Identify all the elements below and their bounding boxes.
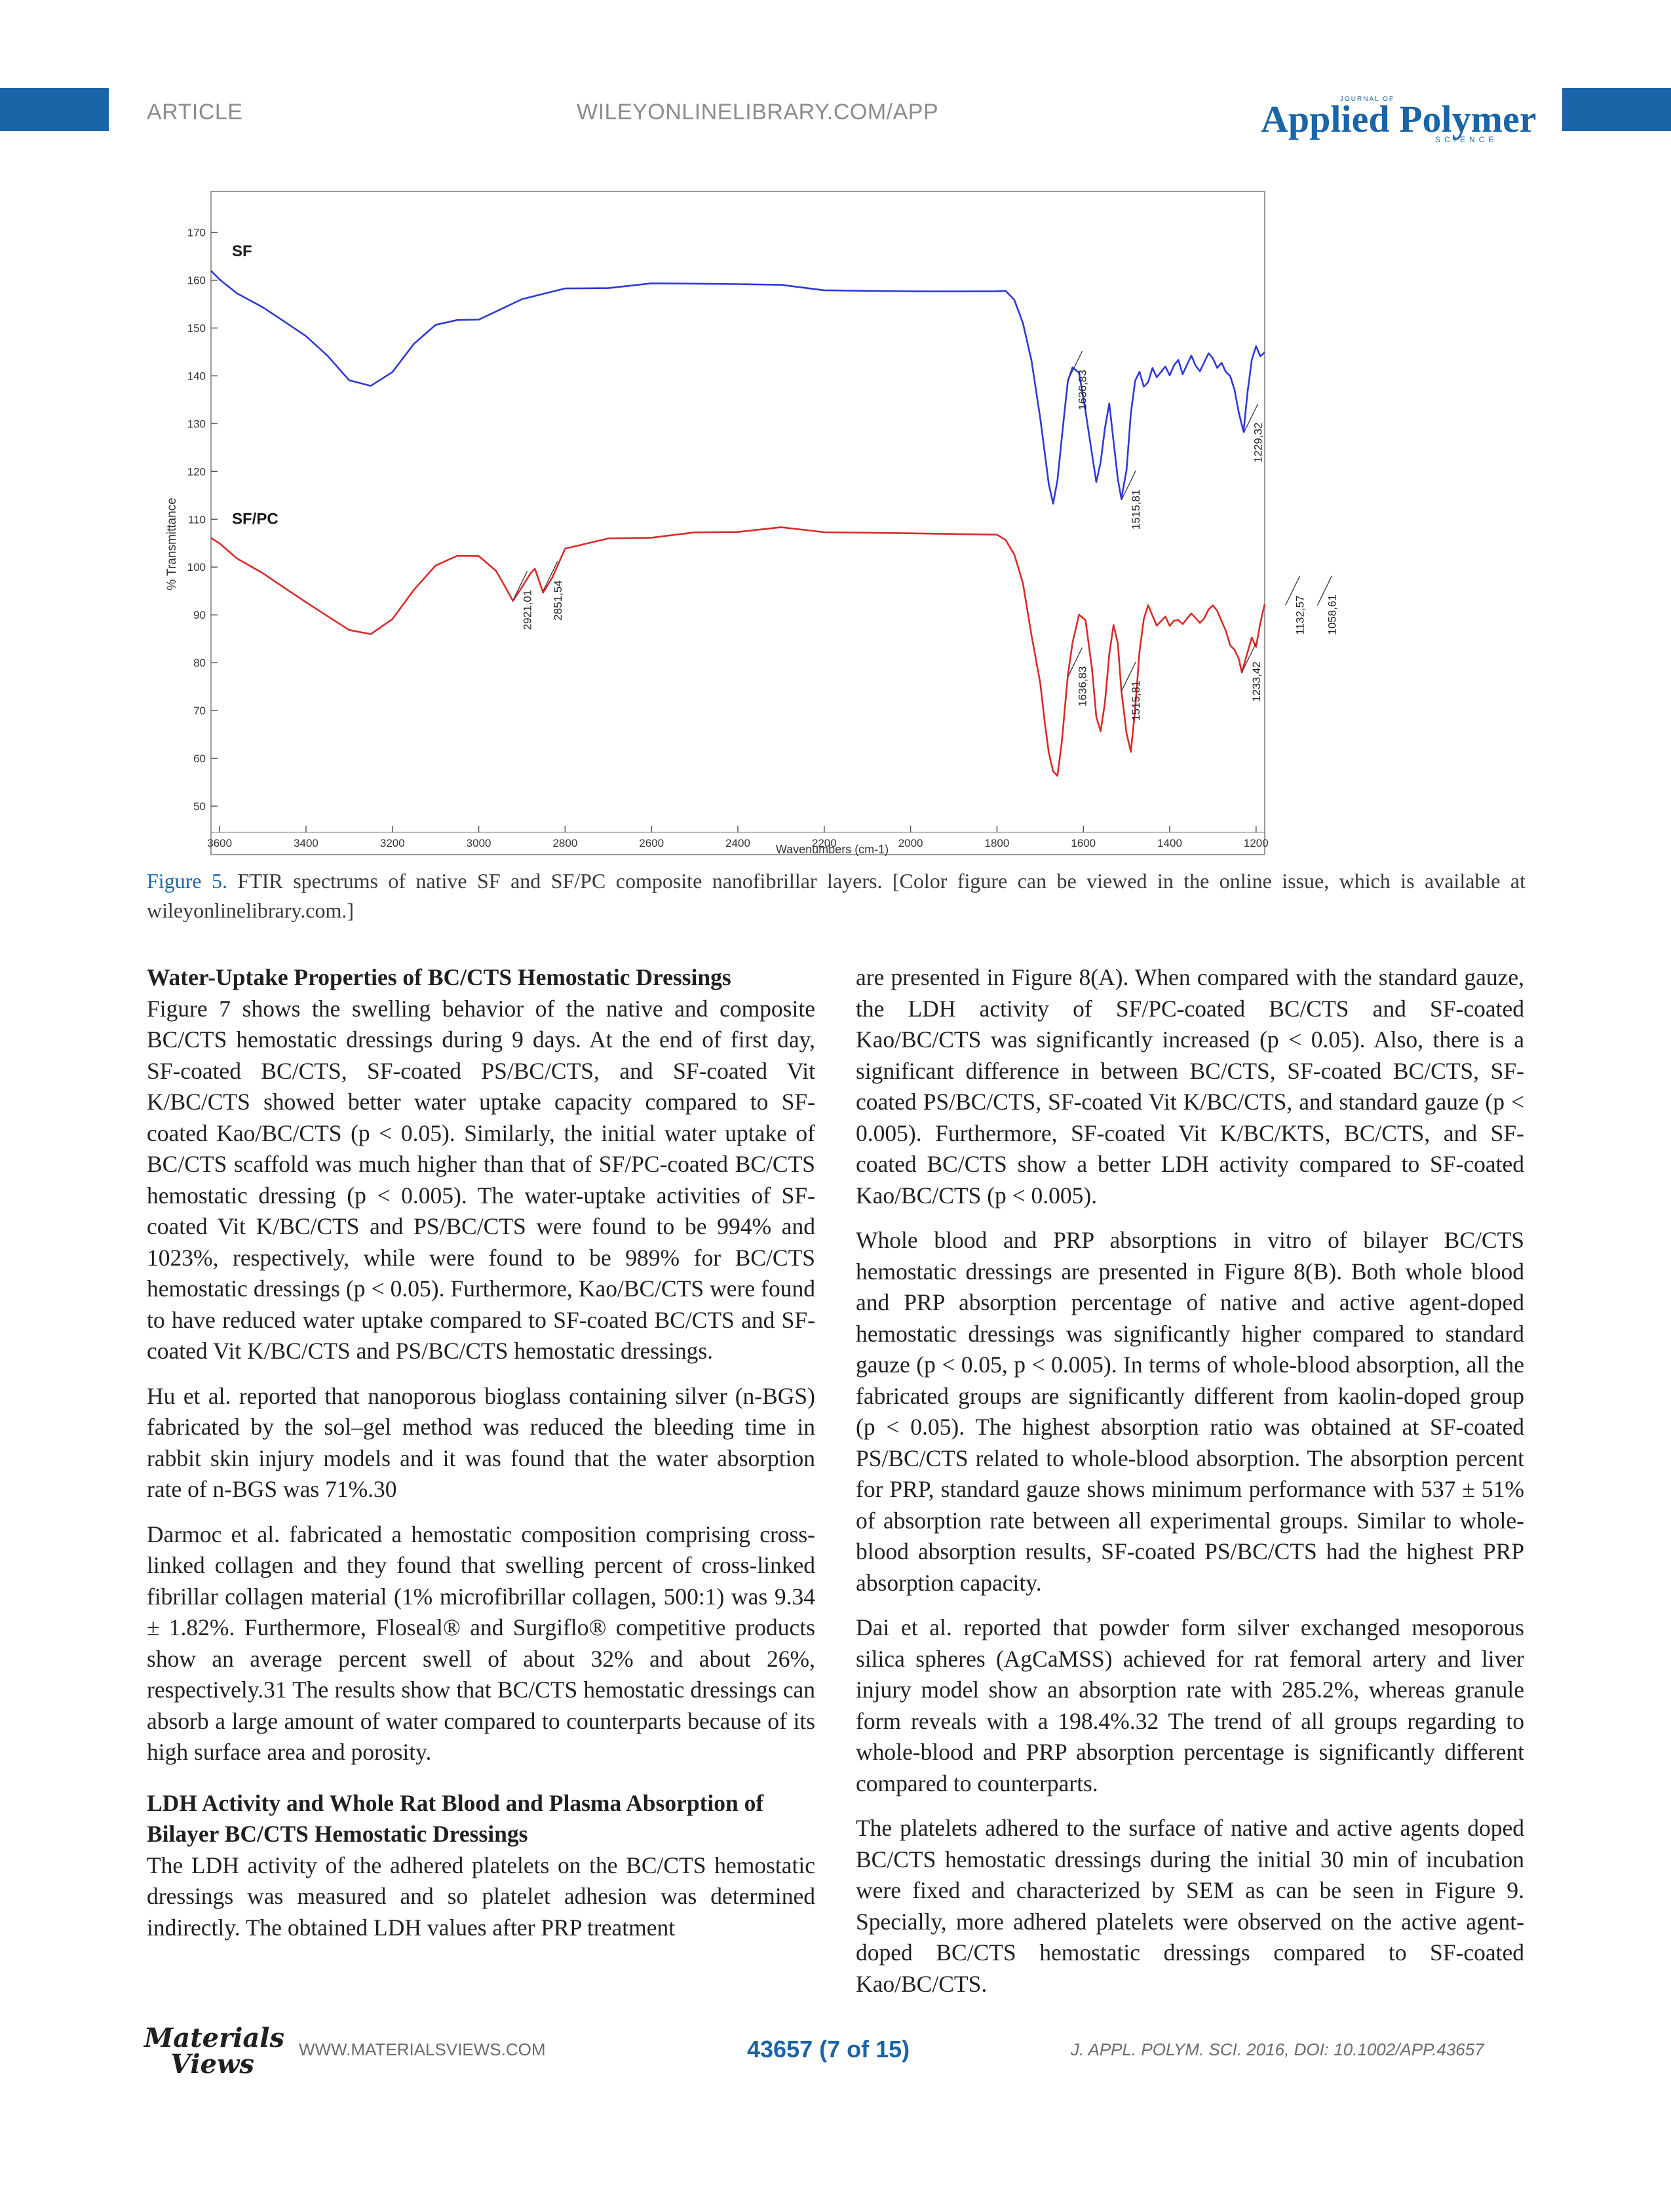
y-tick-label: 80 xyxy=(193,657,206,669)
left-column: Water-Uptake Properties of BC/CTS Hemost… xyxy=(147,962,815,1957)
annotation-leader xyxy=(1121,661,1136,692)
peak-annotation: 2921,01 xyxy=(522,590,534,630)
peak-annotation: 1132,57 xyxy=(1294,595,1307,634)
header-accent-bar-right xyxy=(1562,88,1671,131)
y-tick-label: 120 xyxy=(187,465,206,478)
y-tick-label: 170 xyxy=(187,227,206,239)
section-heading-water-uptake: Water-Uptake Properties of BC/CTS Hemost… xyxy=(147,964,731,990)
x-tick-label: 3400 xyxy=(294,837,318,849)
series-layer xyxy=(210,270,1266,777)
paragraph: The LDH activity of the adhered platelet… xyxy=(147,1852,815,1941)
peak-annotation: 1515,81 xyxy=(1130,490,1142,530)
y-tick-label: 150 xyxy=(187,322,206,334)
y-tick-label: 70 xyxy=(193,705,206,717)
materialsviews-logo-line1: Materials xyxy=(144,2023,285,2053)
y-tick-label: 100 xyxy=(187,561,206,573)
journal-logo: Applied Polymer xyxy=(1261,98,1537,140)
paragraph: are presented in Figure 8(A). When compa… xyxy=(856,964,1524,1209)
series-label: SF xyxy=(232,243,252,260)
figure-caption-text: FTIR spectrums of native SF and SF/PC co… xyxy=(147,869,1526,922)
journal-logo-small: JOURNAL OF xyxy=(1340,96,1394,103)
x-axis-label: Wavenumbers (cm-1) xyxy=(776,843,889,856)
x-tick-label: 3000 xyxy=(467,837,491,849)
x-tick-label: 2000 xyxy=(898,837,923,849)
chart-frame xyxy=(210,191,1265,855)
materialsviews-logo-line2: Views xyxy=(170,2049,254,2080)
x-tick-label: 1800 xyxy=(984,837,1009,849)
header-url[interactable]: WILEYONLINELIBRARY.COM/APP xyxy=(577,100,939,125)
paragraph: Hu et al. reported that nanoporous biogl… xyxy=(147,1382,815,1503)
x-tick-label: 2800 xyxy=(552,837,577,849)
right-column: are presented in Figure 8(A). When compa… xyxy=(856,962,1524,2013)
paragraph: Dai et al. reported that powder form sil… xyxy=(856,1614,1524,1796)
annotation-leader xyxy=(1243,403,1259,434)
y-tick-label: 60 xyxy=(193,752,206,765)
section-heading-ldh-activity: LDH Activity and Whole Rat Blood and Pla… xyxy=(147,1789,764,1848)
annotation-leader xyxy=(543,561,558,592)
header-accent-bar-left xyxy=(0,88,109,131)
annotation-leader xyxy=(1067,647,1083,678)
y-tick-label: 50 xyxy=(193,800,206,813)
paragraph: Figure 7 shows the swelling behavior of … xyxy=(147,995,815,1365)
y-axis-label: % Transmittance xyxy=(165,497,179,591)
footer-url[interactable]: WWW.MATERIALSVIEWS.COM xyxy=(299,2040,546,2059)
figure-label: Figure 5. xyxy=(147,869,227,893)
series-label: SF/PC xyxy=(232,510,278,528)
peak-annotation: 1229,32 xyxy=(1252,423,1265,463)
y-tick-label: 130 xyxy=(187,417,206,430)
x-axis: 3600 3400 3200 3000 2800 2600 2400 2200 2000 1800… xyxy=(207,826,1269,849)
x-tick-label: 2600 xyxy=(639,837,664,849)
peak-annotation: 1058,61 xyxy=(1326,594,1338,634)
x-tick-label: 2400 xyxy=(725,837,750,849)
journal-logo-sub: SCIENCE xyxy=(1435,135,1498,144)
annotation-leader xyxy=(1241,642,1257,673)
peak-annotation: 1636,83 xyxy=(1076,370,1088,410)
y-tick-label: 140 xyxy=(187,370,206,382)
paragraph: Whole blood and PRP absorptions in vitro… xyxy=(856,1227,1524,1596)
series-line-sf-pc xyxy=(210,526,1266,777)
page-number: 43657 (7 of 15) xyxy=(747,2036,910,2063)
x-tick-label: 1600 xyxy=(1071,837,1096,849)
y-tick-label: 160 xyxy=(187,275,206,287)
annotation-leader xyxy=(512,571,528,601)
peak-annotation: 1636,83 xyxy=(1076,667,1088,707)
y-tick-label: 90 xyxy=(193,609,206,621)
y-tick-label: 110 xyxy=(188,513,206,526)
peak-annotation: 1515,81 xyxy=(1130,680,1142,720)
header-section: ARTICLE xyxy=(147,100,243,125)
paragraph: Darmoc et al. fabricated a hemostatic co… xyxy=(147,1521,815,1766)
annotation-layer: 1636,83 1515,81 1229,32 2921,01 2851,54 1636,… xyxy=(512,351,1338,721)
peak-annotation: 2851,54 xyxy=(552,580,564,620)
x-tick-label: 2200 xyxy=(812,837,837,849)
x-tick-label: 1400 xyxy=(1157,837,1182,849)
figure-caption: Figure 5. FTIR spectrums of native SF an… xyxy=(147,866,1526,925)
series-label-layer: SF SF/PC xyxy=(232,243,278,528)
x-tick-label: 3600 xyxy=(207,837,232,849)
paragraph: The platelets adhered to the surface of … xyxy=(856,1815,1524,1997)
x-tick-label: 1200 xyxy=(1244,837,1269,849)
y-axis: 50 60 70 80 90 100 110 120 130 140 150 160 170 xyxy=(187,227,218,813)
peak-annotation: 1233,42 xyxy=(1250,661,1263,701)
annotation-leader xyxy=(1067,351,1083,381)
annotation-leader xyxy=(1121,470,1136,501)
materialsviews-logo: Materials Views xyxy=(144,2025,284,2078)
series-line-sf xyxy=(210,270,1265,505)
annotation-leader xyxy=(1316,575,1332,606)
annotation-leader xyxy=(1285,575,1301,606)
x-tick-label: 3200 xyxy=(380,837,405,849)
footer-citation: J. APPL. POLYM. SCI. 2016, DOI: 10.1002/… xyxy=(1071,2040,1484,2059)
